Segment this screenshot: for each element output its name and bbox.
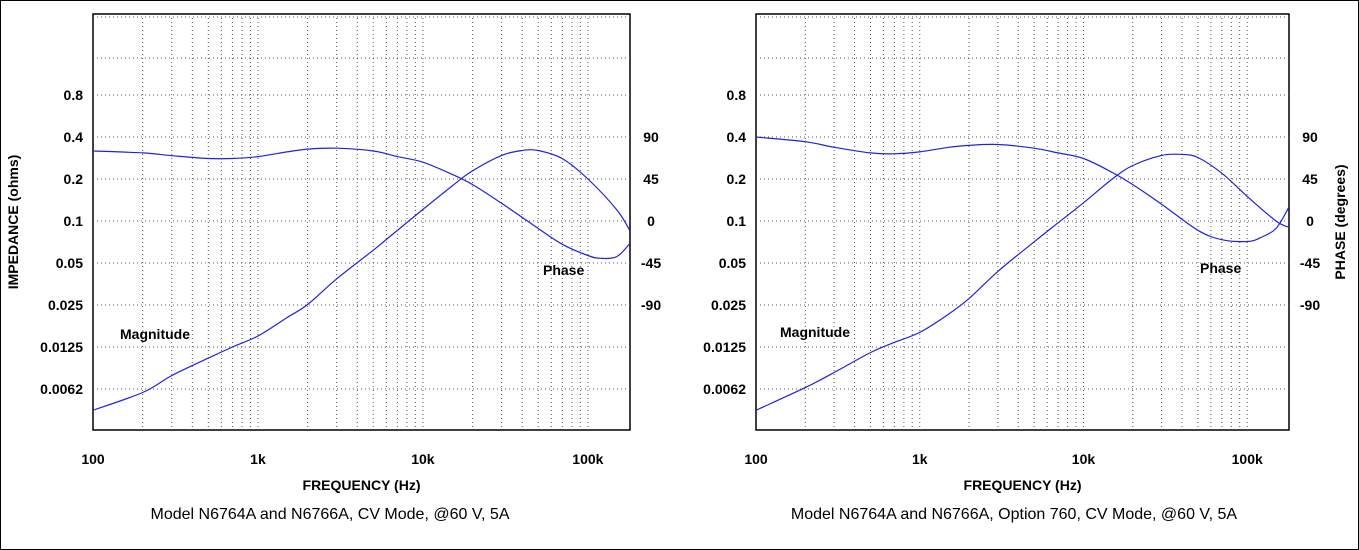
x-tick-label: 100: [81, 451, 105, 467]
plot-area-border: [755, 13, 1290, 431]
x-tick-label: 100: [744, 451, 768, 467]
x-tick-label: 1k: [250, 451, 266, 467]
chart-caption-right: Model N6764A and N6766A, Option 760, CV …: [790, 506, 1238, 523]
annotation-magnitude: Magnitude: [780, 324, 850, 340]
x-tick-label: 10k: [1072, 451, 1096, 467]
y-tick-label: 0.4: [64, 129, 84, 145]
y2-tick-label: 0: [1306, 213, 1314, 229]
y-tick-label: 0.8: [64, 87, 84, 103]
chart-panel-0: 0.8 0.4 0.2 0.1 0.05 0.025 0.0125 0.0062 90 45 0 -4…: [5, 13, 661, 493]
series-line-phase: [93, 147, 630, 260]
annotation-phase: Phase: [1200, 260, 1241, 276]
y-tick-label: 0.4: [727, 129, 747, 145]
y2-tick-label: -90: [641, 297, 661, 313]
x-tick-label: 100k: [1232, 451, 1263, 467]
y-axis-title: IMPEDANCE (ohms): [5, 155, 21, 290]
y-tick-label: 0.2: [64, 171, 84, 187]
x-axis-title: FREQUENCY (Hz): [303, 477, 421, 493]
chart-panel-1: 0.8 0.4 0.2 0.1 0.05 0.025 0.0125 0.0062 90 45 0 -4…: [703, 13, 1348, 493]
x-tick-label: 1k: [912, 451, 928, 467]
series-line-magnitude: [93, 149, 630, 411]
y2-tick-label: 90: [1302, 129, 1318, 145]
y-tick-label: 0.0125: [40, 339, 83, 355]
y2-tick-label: 45: [1302, 171, 1318, 187]
plot-area-border: [92, 13, 631, 431]
y2-tick-label: 90: [643, 129, 659, 145]
y-tick-label: 0.1: [64, 213, 84, 229]
y-tick-label: 0.2: [727, 171, 747, 187]
y-tick-label: 0.1: [727, 213, 747, 229]
y-tick-label: 0.8: [727, 87, 747, 103]
y2-tick-label: -90: [1300, 297, 1320, 313]
y-tick-label: 0.0125: [703, 339, 746, 355]
series-line-phase: [756, 136, 1289, 243]
y-tick-label: 0.025: [48, 297, 83, 313]
y2-tick-label: -45: [1300, 255, 1320, 271]
y2-axis-title: PHASE (degrees): [1332, 164, 1348, 279]
y2-tick-label: 0: [647, 213, 655, 229]
y-tick-label: 0.025: [711, 297, 746, 313]
annotation-magnitude: Magnitude: [120, 326, 190, 342]
y-tick-label: 0.0062: [703, 381, 746, 397]
annotation-phase: Phase: [543, 262, 584, 278]
y-tick-label: 0.05: [56, 255, 83, 271]
y2-tick-label: 45: [643, 171, 659, 187]
x-axis-title: FREQUENCY (Hz): [964, 477, 1082, 493]
series-line-magnitude: [756, 153, 1289, 411]
y-tick-label: 0.0062: [40, 381, 83, 397]
chart-caption-left: Model N6764A and N6766A, CV Mode, @60 V,…: [150, 506, 510, 523]
x-tick-label: 10k: [411, 451, 435, 467]
y-tick-label: 0.05: [719, 255, 746, 271]
y2-tick-label: -45: [641, 255, 661, 271]
x-tick-label: 100k: [572, 451, 603, 467]
